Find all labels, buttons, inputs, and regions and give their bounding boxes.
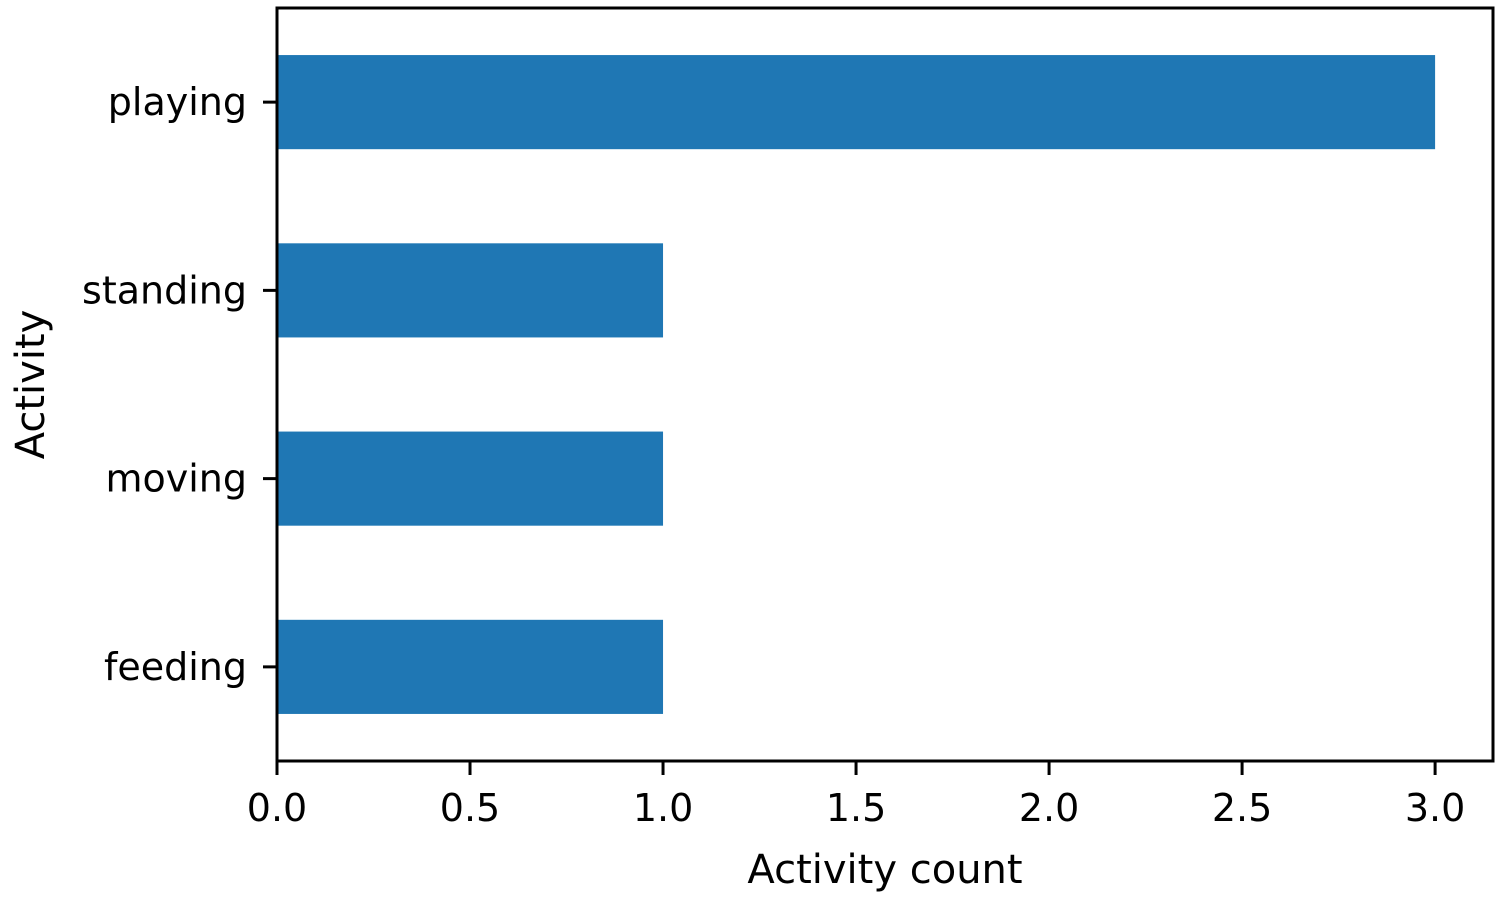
x-tick-label: 0.0 (247, 786, 307, 830)
y-axis-label: Activity (8, 310, 54, 460)
x-axis-label: Activity count (747, 847, 1022, 893)
plot-frame (275, 6, 1495, 763)
bar-playing (277, 55, 1436, 150)
y-tick-label: standing (82, 268, 247, 312)
bar-standing (277, 243, 664, 338)
x-tick-label: 2.5 (1212, 786, 1272, 830)
x-tick-label: 1.0 (633, 786, 693, 830)
bar-feeding (277, 619, 664, 714)
y-tick-label: playing (108, 80, 247, 124)
y-axis-ticks: playing standing moving feeding (82, 80, 277, 689)
y-tick-label: moving (105, 457, 247, 501)
x-tick-label: 3.0 (1405, 786, 1465, 830)
x-tick-label: 1.5 (826, 786, 886, 830)
x-tick-label: 0.5 (440, 786, 500, 830)
x-tick-label: 2.0 (1019, 786, 1079, 830)
y-tick-label: feeding (104, 645, 247, 689)
bar-moving (277, 431, 664, 526)
bars-group (277, 55, 1436, 714)
x-axis-ticks: 0.0 0.5 1.0 1.5 2.0 2.5 3.0 (247, 761, 1465, 830)
